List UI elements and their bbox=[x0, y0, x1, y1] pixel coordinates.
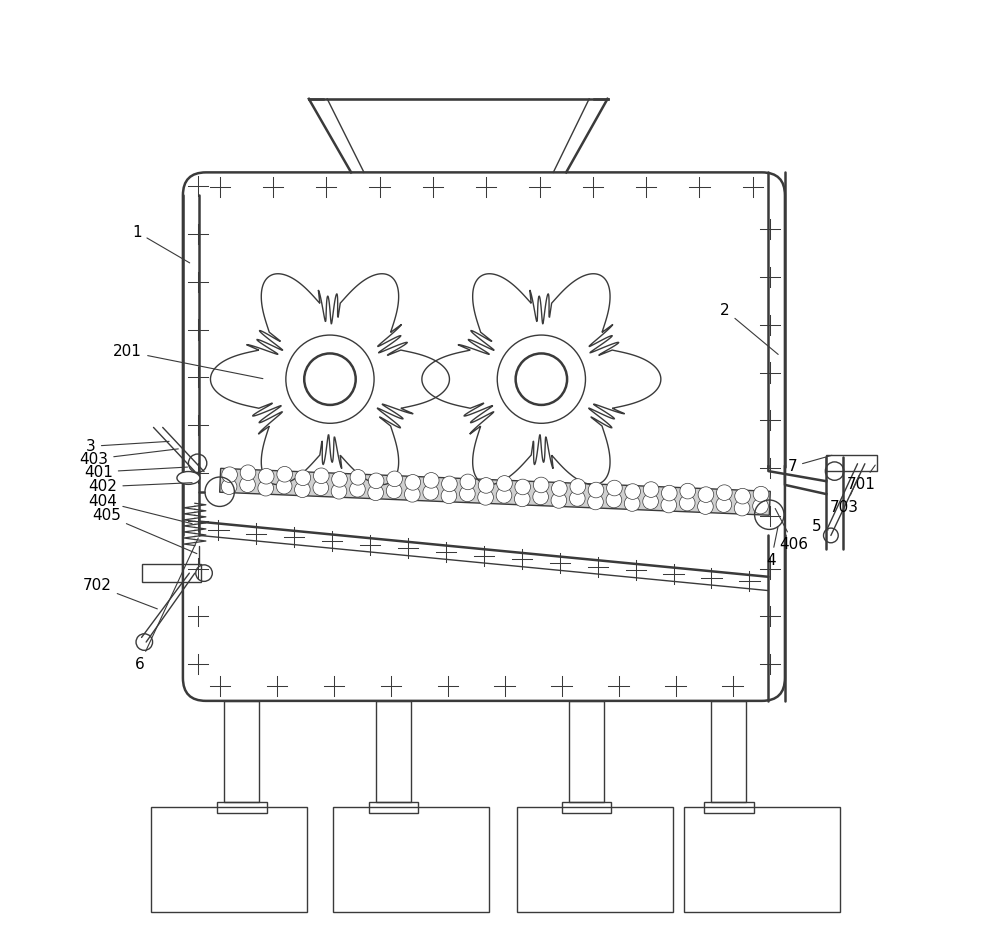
Circle shape bbox=[569, 491, 585, 507]
Circle shape bbox=[368, 473, 384, 489]
Circle shape bbox=[240, 465, 256, 480]
Circle shape bbox=[551, 493, 567, 508]
Bar bbox=[224, 701, 259, 802]
Circle shape bbox=[497, 476, 512, 492]
Bar bbox=[569, 701, 604, 802]
Circle shape bbox=[313, 468, 329, 483]
Text: 702: 702 bbox=[83, 578, 157, 609]
Circle shape bbox=[277, 466, 292, 482]
Circle shape bbox=[332, 471, 347, 487]
Circle shape bbox=[625, 483, 640, 499]
Circle shape bbox=[570, 479, 586, 494]
Text: 405: 405 bbox=[92, 508, 197, 553]
Bar bbox=[217, 802, 267, 813]
Bar bbox=[142, 564, 201, 582]
Text: 2: 2 bbox=[720, 302, 778, 355]
Circle shape bbox=[460, 474, 476, 490]
Text: 403: 403 bbox=[79, 449, 178, 466]
Circle shape bbox=[368, 485, 383, 501]
Circle shape bbox=[496, 488, 512, 503]
Bar bbox=[684, 806, 840, 912]
Circle shape bbox=[606, 493, 622, 508]
Bar bbox=[826, 454, 877, 471]
Bar bbox=[376, 701, 411, 802]
Circle shape bbox=[295, 482, 310, 497]
Circle shape bbox=[698, 499, 713, 514]
Circle shape bbox=[661, 485, 677, 501]
Circle shape bbox=[643, 481, 659, 497]
Bar bbox=[333, 806, 489, 912]
Circle shape bbox=[753, 498, 768, 514]
Ellipse shape bbox=[177, 471, 200, 484]
Circle shape bbox=[515, 480, 531, 494]
Circle shape bbox=[387, 471, 402, 487]
Circle shape bbox=[404, 486, 420, 502]
Circle shape bbox=[423, 473, 439, 488]
Circle shape bbox=[661, 497, 677, 513]
Circle shape bbox=[222, 466, 237, 482]
Circle shape bbox=[588, 494, 603, 509]
Circle shape bbox=[350, 469, 366, 485]
Bar bbox=[562, 802, 611, 813]
Circle shape bbox=[753, 486, 769, 502]
Text: 7: 7 bbox=[787, 455, 832, 474]
Text: 703: 703 bbox=[830, 476, 859, 515]
Text: 402: 402 bbox=[89, 480, 192, 494]
Text: 3: 3 bbox=[86, 439, 169, 453]
Text: 4: 4 bbox=[766, 527, 778, 568]
Circle shape bbox=[460, 486, 475, 502]
Bar bbox=[704, 802, 754, 813]
Circle shape bbox=[679, 495, 695, 511]
Circle shape bbox=[716, 496, 732, 512]
Bar bbox=[369, 802, 418, 813]
Circle shape bbox=[717, 485, 732, 500]
Circle shape bbox=[624, 495, 640, 511]
Circle shape bbox=[735, 488, 750, 504]
Circle shape bbox=[588, 482, 604, 498]
Polygon shape bbox=[220, 468, 770, 515]
Circle shape bbox=[295, 470, 311, 485]
Circle shape bbox=[258, 480, 274, 496]
Circle shape bbox=[478, 478, 494, 494]
Circle shape bbox=[442, 476, 457, 492]
Text: 406: 406 bbox=[775, 508, 809, 552]
Text: 6: 6 bbox=[135, 538, 198, 672]
Circle shape bbox=[405, 475, 421, 490]
Circle shape bbox=[331, 483, 347, 499]
Circle shape bbox=[441, 488, 457, 504]
Circle shape bbox=[258, 468, 274, 484]
Text: 1: 1 bbox=[132, 225, 190, 263]
Circle shape bbox=[386, 483, 402, 498]
Circle shape bbox=[734, 500, 750, 516]
Circle shape bbox=[533, 489, 548, 505]
Circle shape bbox=[680, 483, 696, 499]
Bar bbox=[151, 806, 307, 912]
Circle shape bbox=[698, 487, 714, 503]
Text: 401: 401 bbox=[84, 465, 187, 480]
Text: 5: 5 bbox=[812, 519, 828, 534]
Text: 701: 701 bbox=[847, 465, 876, 493]
Circle shape bbox=[313, 480, 329, 495]
Circle shape bbox=[423, 484, 439, 500]
Circle shape bbox=[552, 480, 567, 496]
Circle shape bbox=[350, 481, 365, 497]
Text: 201: 201 bbox=[113, 344, 263, 379]
Circle shape bbox=[643, 494, 658, 509]
Circle shape bbox=[478, 490, 493, 505]
Text: 404: 404 bbox=[89, 494, 192, 523]
Circle shape bbox=[607, 480, 622, 495]
Bar bbox=[711, 701, 746, 802]
Circle shape bbox=[514, 491, 530, 507]
Bar bbox=[517, 806, 673, 912]
Circle shape bbox=[276, 479, 292, 494]
Circle shape bbox=[240, 477, 255, 493]
Circle shape bbox=[533, 477, 549, 493]
Circle shape bbox=[221, 479, 237, 494]
